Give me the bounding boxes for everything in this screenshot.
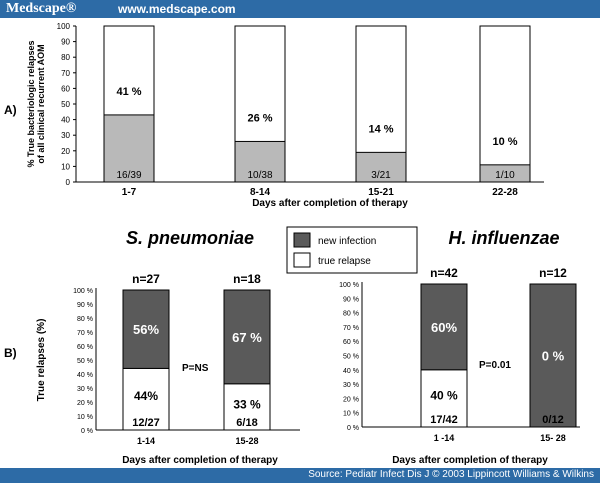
b1-count-label: 12/27 [132, 417, 160, 429]
b2-y-tick-label: 40 % [343, 368, 359, 375]
b1-y-tick-label: 100 % [73, 288, 93, 295]
b1-new-infection-label: 56% [133, 322, 159, 337]
b1-y-tick-label: 0 % [81, 428, 93, 435]
a-y-tick-label: 60 [61, 84, 70, 93]
b2-bar-new-infection [529, 283, 577, 428]
b2-y-tick-label: 60 % [343, 339, 359, 346]
b2-count-label: 17/42 [430, 414, 458, 426]
b2-x-axis-label: Days after completion of therapy [392, 455, 548, 466]
b1-y-tick-label: 70 % [77, 330, 93, 337]
a-bar-relapse [355, 151, 407, 183]
a-bar-pct-label: 26 % [247, 112, 272, 124]
a-y-axis-label-line2: of all clinical recurrent AOM [36, 44, 46, 163]
b1-bar-true-relapse [223, 383, 271, 431]
b2-y-tick-label: 70 % [343, 325, 359, 332]
header-bar: Medscape® www.medscape.com [0, 0, 600, 18]
b1-true-relapse-label: 33 % [233, 398, 261, 412]
b1-y-tick-label: 50 % [77, 358, 93, 365]
a-y-tick-label: 100 [57, 22, 71, 31]
a-x-tick-label: 1-7 [122, 187, 137, 198]
a-bar-pct-label: 41 % [116, 86, 141, 98]
b1-n-label: n=18 [233, 272, 261, 286]
panel-label-a: A) [4, 103, 17, 117]
b2-true-relapse-label: 40 % [430, 389, 458, 403]
figure-svg: 0 10 20 30 40 50 60 70 80 90 100 41 % 16/39 1-7 26 % 10… [4, 22, 580, 466]
a-bar-count-label: 3/21 [371, 170, 391, 181]
a-bar-pct-label: 14 % [368, 123, 393, 135]
b1-y-tick-label: 80 % [77, 316, 93, 323]
b1-y-tick-label: 20 % [77, 400, 93, 407]
legend-swatch-true-relapse [293, 252, 311, 268]
b2-bar-true-relapse [420, 369, 468, 428]
a-y-axis-label-line1: % True bacteriologic relapses [26, 40, 36, 167]
b2-title: H. influenzae [448, 228, 559, 248]
a-bar-relapse [103, 114, 155, 183]
a-y-tick-label: 80 [61, 53, 70, 62]
b2-y-tick-label: 80 % [343, 311, 359, 318]
b2-bar-new-infection [420, 283, 468, 371]
b1-title: S. pneumoniae [126, 228, 254, 248]
b2-y-tick-label: 100 % [339, 282, 359, 289]
b1-y-tick-label: 10 % [77, 414, 93, 421]
b1-y-tick-label: 60 % [77, 344, 93, 351]
b1-y-tick-label: 90 % [77, 302, 93, 309]
a-x-tick-label: 15-21 [368, 187, 394, 198]
a-y-tick-label: 30 [61, 131, 70, 140]
b1-y-axis-label: True relapses (%) [36, 319, 47, 402]
a-y-tick-label: 50 [61, 100, 70, 109]
b1-p-value: P=NS [182, 363, 209, 374]
b2-n-label: n=12 [539, 266, 567, 280]
a-x-tick-label: 22-28 [492, 187, 518, 198]
site-url: www.medscape.com [118, 2, 236, 16]
b2-p-value: P=0.01 [479, 360, 511, 371]
b2-y-tick-label: 90 % [343, 296, 359, 303]
a-y-tick-label: 40 [61, 116, 70, 125]
a-bar-frame [479, 25, 531, 183]
b2-y-tick-label: 10 % [343, 411, 359, 418]
b1-y-tick-label: 30 % [77, 386, 93, 393]
brand-logo: Medscape® [6, 1, 77, 16]
a-y-tick-label: 10 [61, 162, 70, 171]
b2-x-tick-label: 1 -14 [434, 433, 455, 443]
a-bar-relapse [234, 140, 286, 183]
b1-true-relapse-label: 44% [134, 389, 158, 403]
b2-y-tick-label: 20 % [343, 396, 359, 403]
legend-label-new-infection: new infection [318, 236, 376, 247]
b1-y-tick-label: 40 % [77, 372, 93, 379]
legend-swatch-new-infection [293, 232, 311, 248]
b1-count-label: 6/18 [236, 417, 257, 429]
b1-n-label: n=27 [132, 272, 160, 286]
b2-x-tick-label: 15- 28 [540, 433, 566, 443]
a-y-tick-label: 70 [61, 69, 70, 78]
b2-y-tick-label: 50 % [343, 354, 359, 361]
b2-n-label: n=42 [430, 266, 458, 280]
a-bar-pct-label: 10 % [492, 136, 517, 148]
b2-y-tick-label: 0 % [347, 425, 359, 432]
a-x-axis-label: Days after completion of therapy [252, 198, 408, 209]
b1-bar-true-relapse [122, 367, 170, 431]
b2-new-infection-label: 60% [431, 320, 457, 335]
panel-label-b: B) [4, 346, 17, 360]
b2-new-infection-label: 0 % [542, 349, 565, 364]
b2-count-label: 0/12 [542, 414, 563, 426]
a-y-tick-label: 20 [61, 147, 70, 156]
footer-bar: Source: Pediatr Infect Dis J © 2003 Lipp… [0, 468, 600, 483]
a-bar-count-label: 10/38 [247, 170, 272, 181]
b1-bar-new-infection [122, 289, 170, 369]
a-x-tick-label: 8-14 [250, 187, 270, 198]
a-bar-relapse [479, 164, 531, 183]
b1-x-tick-label: 15-28 [235, 436, 258, 446]
source-citation: Source: Pediatr Infect Dis J © 2003 Lipp… [308, 469, 594, 480]
a-bar-count-label: 1/10 [495, 170, 515, 181]
a-bar-count-label: 16/39 [116, 170, 141, 181]
b1-x-tick-label: 1-14 [137, 436, 155, 446]
a-y-tick-label: 0 [66, 178, 71, 187]
b1-new-infection-label: 67 % [232, 330, 262, 345]
b1-bar-new-infection [223, 289, 271, 385]
b1-x-axis-label: Days after completion of therapy [122, 455, 278, 466]
a-y-tick-label: 90 [61, 38, 70, 47]
b2-y-tick-label: 30 % [343, 382, 359, 389]
legend-label-true-relapse: true relapse [318, 256, 371, 267]
